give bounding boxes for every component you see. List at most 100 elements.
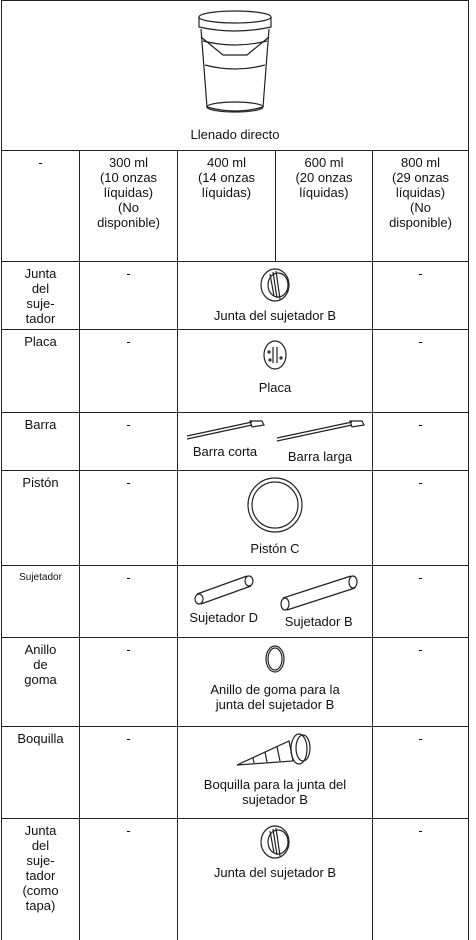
o-ring-icon xyxy=(265,645,285,673)
text: líquidas) xyxy=(299,185,349,200)
row-label: Anillo de goma xyxy=(1,637,80,727)
text: Sujetador xyxy=(19,572,62,583)
row-label: Junta del suje-tador (como tapa) xyxy=(1,818,80,940)
text: Anillo xyxy=(24,642,57,657)
size-cell: 600 ml (20 onzas líquidas) xyxy=(275,150,373,262)
caption: Junta del sujetador B xyxy=(213,865,337,880)
text: 800 ml xyxy=(400,155,441,170)
row: Junta del suje-tador - Junta del sujetador… xyxy=(1,261,469,330)
caption: Placa xyxy=(258,380,292,395)
size-label: - xyxy=(1,150,80,262)
pair: Sujetador D Sujetador B xyxy=(180,572,370,629)
cell: - xyxy=(79,818,178,940)
text: líquidas) xyxy=(103,185,154,200)
cell: Sujetador D Sujetador B xyxy=(177,565,373,638)
row: Placa - Placa - xyxy=(1,329,469,413)
cell: - xyxy=(79,726,178,819)
cell: - xyxy=(372,637,469,727)
cell: - xyxy=(372,726,469,819)
text: del xyxy=(31,838,50,853)
text: Boquilla xyxy=(17,731,64,746)
caption: Anillo de goma para la xyxy=(210,682,340,697)
text: Barra xyxy=(24,417,57,432)
cell: - xyxy=(79,470,178,566)
text: suje- xyxy=(26,296,55,311)
cell: - xyxy=(372,818,469,940)
cell: - xyxy=(372,412,469,471)
cell: Placa xyxy=(177,329,373,413)
holder-icon xyxy=(280,575,358,611)
text: (No xyxy=(118,200,139,215)
text: (20 onzas xyxy=(295,170,353,185)
cell: - xyxy=(372,329,469,413)
caption: Junta del sujetador B xyxy=(213,308,337,323)
cell: Barra corta Barra larga xyxy=(177,412,373,471)
text: del xyxy=(31,281,50,296)
cell: - xyxy=(79,329,178,413)
pair: Barra corta Barra larga xyxy=(180,419,370,464)
text: de xyxy=(33,657,48,672)
item: Sujetador B xyxy=(277,572,361,629)
bucket-icon xyxy=(198,10,272,113)
row: Anillo de goma - Anillo de goma para la jun… xyxy=(1,637,469,727)
nut-icon xyxy=(260,825,290,859)
cell: - xyxy=(372,565,469,638)
text: suje- xyxy=(26,853,55,868)
piston-icon xyxy=(247,477,303,533)
caption: Boquilla para la junta del xyxy=(203,777,347,792)
text: líquidas) xyxy=(201,185,252,200)
text: 600 ml xyxy=(304,155,344,170)
cell: Boquilla para la junta del sujetador B xyxy=(177,726,373,819)
row-label: Sujetador xyxy=(1,565,80,638)
row: Sujetador - Sujetador D Sujetador B - xyxy=(1,565,469,638)
caption: Sujetador D xyxy=(189,610,258,625)
cell: Junta del sujetador B xyxy=(177,818,373,940)
text: goma xyxy=(24,672,57,687)
row-label: Pistón xyxy=(1,470,80,566)
caption: Pistón C xyxy=(250,541,300,556)
row-label: Barra xyxy=(1,412,80,471)
caption: junta del sujetador B xyxy=(215,697,335,712)
text: (10 onzas xyxy=(99,170,158,185)
text: Pistón xyxy=(22,475,59,490)
text: 300 ml xyxy=(108,155,149,170)
plate-icon xyxy=(263,340,287,370)
text: Junta xyxy=(24,823,57,838)
item: Barra corta xyxy=(184,419,266,459)
size-cell: 400 ml (14 onzas líquidas) xyxy=(177,150,276,262)
text: - xyxy=(38,155,43,170)
text: (como xyxy=(22,883,59,898)
rod-icon xyxy=(276,420,365,442)
header-caption: Llenado directo xyxy=(190,127,280,142)
size-cell: 800 ml (29 onzas líquidas) (No disponible) xyxy=(372,150,469,262)
cell: - xyxy=(79,565,178,638)
caption: sujetador B xyxy=(242,792,308,807)
text: (No xyxy=(410,200,431,215)
row: Pistón - Pistón C - xyxy=(1,470,469,566)
rod-icon xyxy=(186,420,265,440)
text: (29 onzas xyxy=(391,170,450,185)
text: tador xyxy=(25,311,56,326)
nut-icon xyxy=(260,268,290,302)
text: 400 ml xyxy=(206,155,247,170)
caption: Barra corta xyxy=(192,444,258,459)
size-row: - 300 ml (10 onzas líquidas) (No disponible)… xyxy=(1,150,469,262)
row: Boquilla - Boquilla para la junta del suj… xyxy=(1,726,469,819)
nozzle-icon xyxy=(236,733,311,766)
row: Barra - Barra corta Barra larga - xyxy=(1,412,469,471)
text: Placa xyxy=(24,334,57,349)
caption: Barra larga xyxy=(287,449,353,464)
text: disponible) xyxy=(97,215,160,230)
caption: Sujetador B xyxy=(284,614,353,629)
header-cell: Llenado directo xyxy=(1,0,469,151)
header-row: Llenado directo xyxy=(1,0,469,151)
cell: - xyxy=(79,637,178,727)
cell: Anillo de goma para la junta del sujetado… xyxy=(177,637,373,727)
text: Junta xyxy=(24,266,57,281)
row-label: Placa xyxy=(1,329,80,413)
cell: - xyxy=(79,412,178,471)
cell: Junta del sujetador B xyxy=(177,261,373,330)
text: tapa) xyxy=(25,898,56,913)
